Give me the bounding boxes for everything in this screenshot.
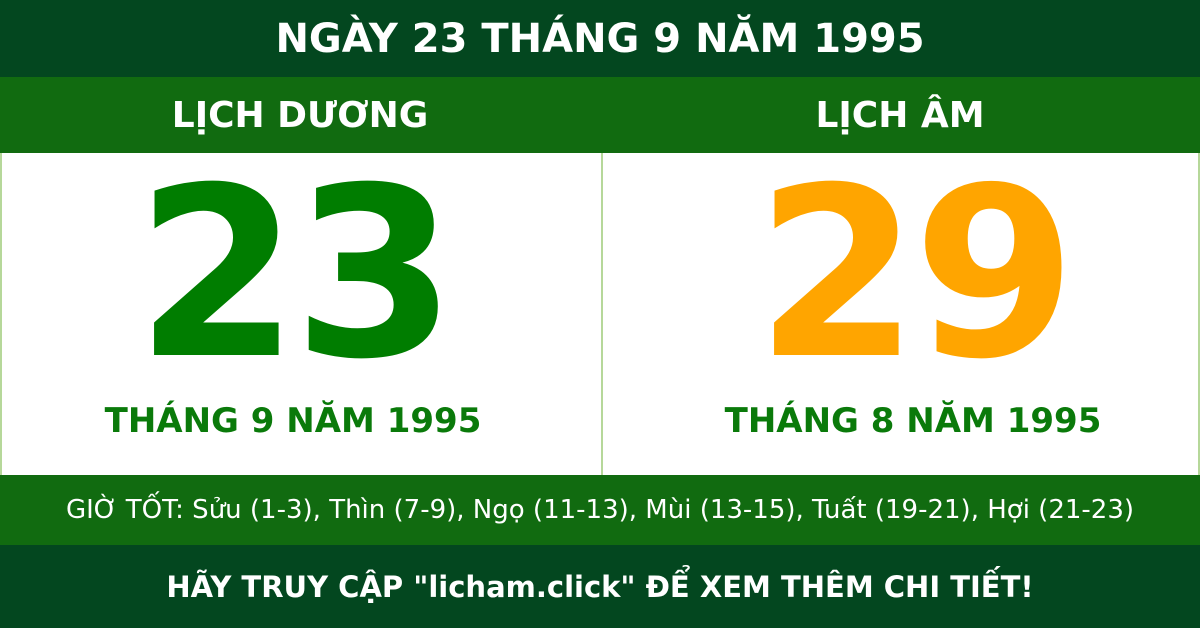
lunar-day: 29 (755, 138, 1076, 411)
solar-day: 23 (135, 138, 456, 411)
good-hours: GIỜ TỐT: Sửu (1-3), Thìn (7-9), Ngọ (11-… (0, 475, 1200, 545)
column-headers: LỊCH DƯƠNG LỊCH ÂM (0, 77, 1200, 153)
solar-column: 23 THÁNG 9 NĂM 1995 (0, 153, 592, 475)
page-title: NGÀY 23 THÁNG 9 NĂM 1995 (0, 0, 1200, 77)
lunar-label: LỊCH ÂM (815, 94, 985, 136)
solar-label: LỊCH DƯƠNG (171, 94, 429, 136)
lunar-column: 29 THÁNG 8 NĂM 1995 (614, 153, 1200, 475)
lunar-month-year: THÁNG 8 NĂM 1995 (724, 401, 1102, 441)
calendar-body: 23 THÁNG 9 NĂM 1995 29 THÁNG 8 NĂM 1995 (0, 153, 1200, 475)
divider (601, 153, 603, 475)
solar-month-year: THÁNG 9 NĂM 1995 (104, 401, 482, 441)
footer-cta: HÃY TRUY CẬP "licham.click" ĐỂ XEM THÊM … (0, 545, 1200, 628)
